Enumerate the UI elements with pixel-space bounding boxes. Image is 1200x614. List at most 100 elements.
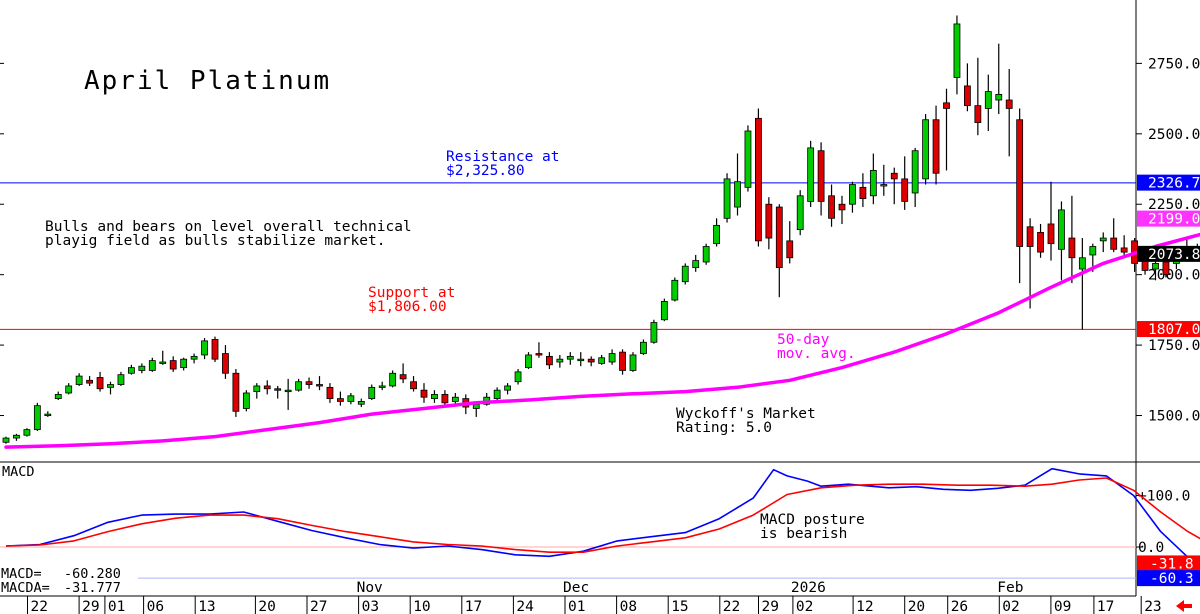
candle-body [326,386,334,400]
candle-body [389,372,397,387]
date-tick-label: 29 [762,599,779,614]
candle-body [305,381,313,385]
macd-tick-label: +100.0 [1138,489,1190,505]
date-tick-label: 06 [147,599,164,614]
scroll-left-arrow-icon[interactable] [1176,600,1192,612]
candle-body [201,340,208,356]
date-tick-label: 13 [198,599,215,614]
candle-body [828,195,835,219]
candle-body [1026,226,1034,247]
comment-line1: Bulls and bears on level overall technic… [45,219,412,235]
candle-body [608,353,616,363]
candle-body [441,393,449,404]
macd-annotation-line2: is bearish [760,526,847,542]
candle-body [901,178,909,202]
macd-tick-label: 0.0 [1138,540,1164,556]
candle-body [13,434,20,439]
candle-body [253,385,261,392]
candle-body [420,389,428,398]
candle-body [1016,119,1024,247]
candle-body [838,203,846,211]
candle-body [1047,223,1055,245]
ma-annotation-line2: mov. avg. [777,346,856,362]
candle-body [692,260,700,269]
date-tick-label: 12 [856,599,873,614]
comment-line2: playig field as bulls stabilize market. [45,233,385,249]
date-period-label: Dec [563,580,589,596]
macd-tag-box [1137,570,1200,587]
price-axis-ticks: 2750.0 2500.0 2250.0 2000.0 1750.0 1500.0 [0,56,1200,425]
candle-body [796,195,804,230]
candle-body [1037,232,1044,253]
candle-body [399,374,407,380]
candle-body [619,351,626,371]
price-tags: 2326.7 2199.0 2073.8 1807.0 [1137,174,1200,338]
date-axis: 22 29 01 06 13 20 27 03 10 17 24 01 08 15 22 29 02 12 20 26… [27,580,1162,614]
candle-body [451,396,459,402]
date-tick-label: 24 [516,599,534,614]
candle-body [1162,261,1170,276]
price-tag-label: 2073.8 [1148,247,1200,263]
macd-readout-value: -60.280 [64,566,121,582]
macd-tag-label: -60.3 [1150,571,1194,587]
candle-body [232,372,240,412]
candle-body [702,246,710,263]
macd-tag-box [1137,555,1200,572]
candle-body [1120,247,1128,253]
candle-body [169,360,177,370]
date-tick-label: 22 [31,599,48,614]
candle-body [849,184,856,205]
macd-axis-ticks: +100.0 0.0 [0,489,1190,579]
candle-body [54,393,62,400]
ma-annotation-line1: 50-day [777,332,830,348]
candle-body [357,401,365,405]
candle-body [107,384,114,388]
date-tick-label: 09 [1054,599,1071,614]
candle-body [211,339,219,360]
macda-readout-label: MACDA= [1,580,50,596]
candle-body [504,385,512,391]
date-tick-label: 27 [310,599,327,614]
candle-body [734,181,741,208]
macd-line [5,467,1200,563]
candle-body [650,322,658,343]
date-tick-label: 17 [465,599,482,614]
candle-body [598,357,606,364]
date-tick-label: 08 [620,599,637,614]
macd-price-tags: -31.8-60.3 [1137,555,1200,587]
support-annotation-line1: Support at [368,285,455,301]
candle-body [75,375,83,385]
date-tick-label: 02 [1002,599,1019,614]
resistance-annotation-line1: Resistance at [446,149,560,165]
candle-body [1068,237,1076,259]
date-tick-label: 22 [723,599,740,614]
moving-average-line [4,232,1200,449]
candle-body [148,360,156,371]
date-tick-label: 23 [1144,599,1161,614]
candle-body [859,186,867,200]
macd-average-line [5,477,1200,553]
candle-body [765,203,773,239]
candle-body [953,23,961,78]
candle-body [180,358,188,369]
date-tick-label: 26 [951,599,968,614]
candle-body [274,388,282,391]
macd-tag-label: -31.8 [1150,556,1194,572]
candle-body [284,389,292,393]
candle-body [242,392,250,409]
candle-body [660,301,668,321]
macd-panel-title: MACD [2,464,35,480]
candle-body [713,224,720,245]
candle-body [44,413,52,417]
candle-body [890,172,898,180]
candle-body [493,389,501,400]
candle-body [159,361,167,364]
price-tick-label: 2250.0 [1148,197,1200,213]
rating-line2: Rating: 5.0 [676,420,772,436]
date-tick-label: 15 [671,599,688,614]
date-tick-label: 29 [82,599,99,614]
candle-body [347,395,355,402]
date-period-label: 2026 [791,580,826,596]
candle-body [190,355,198,360]
candle-body [138,365,146,371]
